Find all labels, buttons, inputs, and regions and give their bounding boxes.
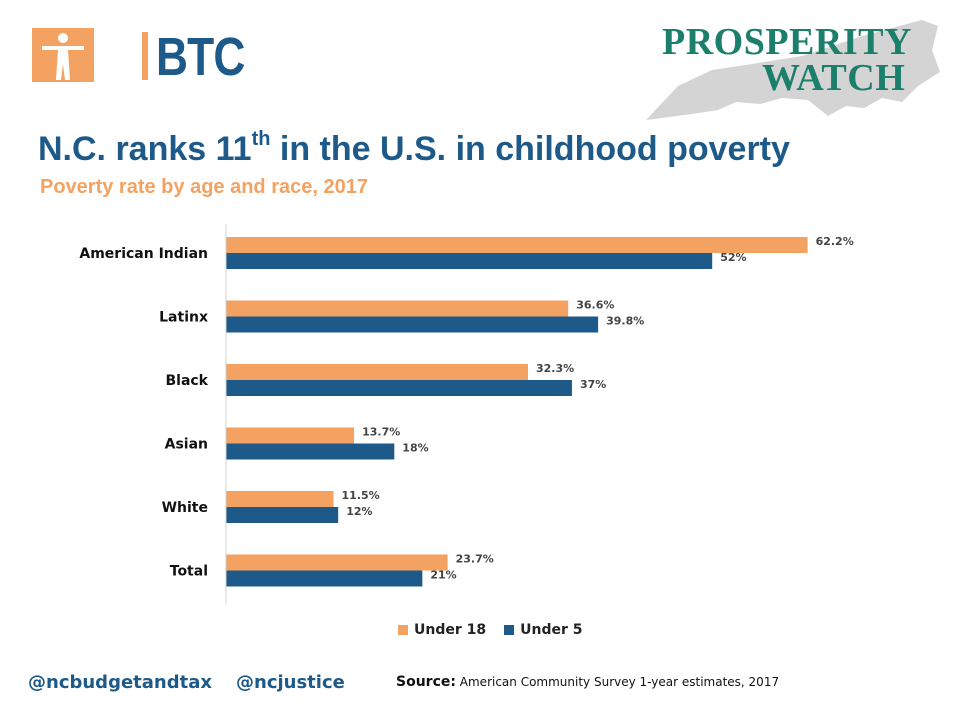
chart-subtitle: Poverty rate by age and race, 2017 [40,176,368,198]
bar-under-18-asian [226,427,355,444]
category-label-asian: Asian [165,437,208,453]
bar-under-5-total [226,570,423,587]
btc-divider [142,32,148,80]
category-label-total: Total [170,564,208,580]
data-label-under-5-asian: 18% [402,442,428,455]
category-label-latinx: Latinx [159,310,208,326]
title-rest: in the U.S. in childhood poverty [270,130,790,168]
data-label-under-18-white: 11.5% [342,489,380,502]
bar-under-18-white [226,491,334,507]
legend-item-under18: Under 18 [398,622,486,638]
bar-under-5-white [226,507,339,523]
category-label-black: Black [165,373,208,389]
bar-under-5-american-indian [226,253,713,269]
btc-logo: BTC [32,27,245,87]
logo-line-prosperity: PROSPERITY [662,21,912,63]
data-label-under-5-total: 21% [430,569,456,582]
twitter-handle-ncjustice[interactable]: @ncjustice [236,672,345,693]
bar-under-18-american-indian [226,237,808,253]
title-main: N.C. ranks 11 [38,130,252,168]
bar-under-5-latinx [226,316,599,333]
source-label: Source: [396,674,456,690]
data-label-under-18-black: 32.3% [536,362,574,375]
data-label-under-18-asian: 13.7% [362,426,400,439]
data-label-under-18-american-indian: 62.2% [816,235,854,248]
btc-figure-icon [32,28,94,82]
bar-under-18-latinx [226,300,569,317]
data-label-under-5-black: 37% [580,378,606,391]
chart-legend: Under 18 Under 5 [398,622,583,638]
bar-under-5-black [226,380,572,396]
category-label-american-indian: American Indian [79,246,208,262]
logo-line-watch: WATCH [762,57,906,99]
legend-label-under5: Under 5 [520,622,583,638]
bar-under-18-black [226,364,529,380]
bar-under-5-asian [226,443,395,460]
data-label-under-5-white: 12% [346,505,372,518]
source-note: Source: American Community Survey 1-year… [396,674,779,690]
legend-swatch-under18 [398,625,408,635]
legend-item-under5: Under 5 [504,622,583,638]
source-text: American Community Survey 1-year estimat… [455,675,780,689]
legend-label-under18: Under 18 [414,622,487,638]
legend-swatch-under5 [504,625,515,635]
title-superscript: th [251,128,271,150]
bar-chart: American Indian 62.2% 52% Latinx 36.6% 39.8% B… [79,224,854,604]
nc-state-map-icon [646,20,940,120]
prosperity-watch-logo: PROSPERITY WATCH [632,16,944,124]
btc-wordmark: BTC [156,27,245,87]
data-label-under-18-total: 23.7% [456,553,494,566]
chart-title: N.C. ranks 11th in the U.S. in childhood… [38,128,790,169]
bar-under-18-total [226,554,448,571]
category-label-white: White [162,500,208,516]
twitter-handle-ncbudgetandtax[interactable]: @ncbudgetandtax [28,672,212,693]
data-label-under-5-american-indian: 52% [720,251,746,264]
data-label-under-5-latinx: 39.8% [606,315,644,328]
data-label-under-18-latinx: 36.6% [576,299,614,312]
